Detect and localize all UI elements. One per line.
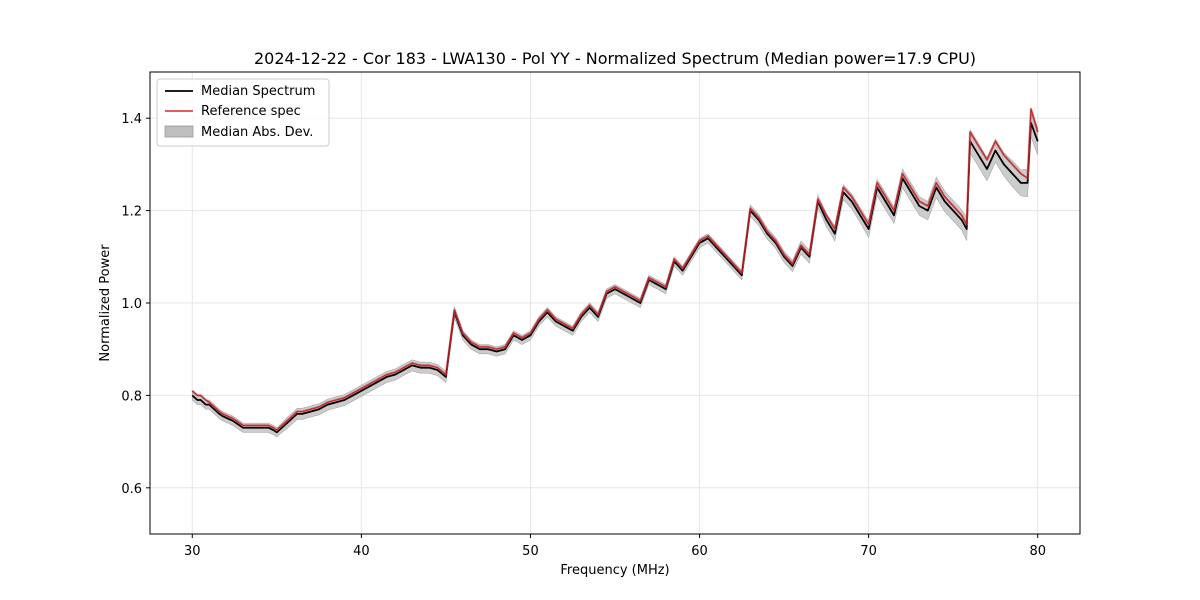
y-tick-label: 1.4	[121, 112, 142, 127]
axis-ticks: 30 40 50 60 70 80 0.6 0.8 1.0 1.2 1.4	[121, 112, 1046, 559]
x-tick-label: 40	[353, 544, 370, 559]
y-tick-label: 1.0	[121, 297, 142, 312]
legend: Median Spectrum Reference spec Median Ab…	[156, 78, 330, 147]
x-axis-label: Frequency (MHz)	[560, 563, 669, 578]
reference-line-layer	[191, 107, 1039, 432]
x-tick-label: 70	[860, 544, 877, 559]
mad-band-layer	[191, 108, 1039, 438]
x-tick-label: 50	[522, 544, 539, 559]
x-tick-label: 60	[691, 544, 708, 559]
mad-band	[191, 108, 1039, 438]
legend-label-reference: Reference spec	[201, 104, 301, 119]
legend-label-mad: Median Abs. Dev.	[201, 125, 313, 140]
y-tick-label: 0.8	[121, 389, 142, 404]
legend-box	[156, 78, 330, 147]
x-tick-label: 30	[184, 544, 201, 559]
chart-title: 2024-12-22 - Cor 183 - LWA130 - Pol YY -…	[254, 49, 976, 68]
x-tick-label: 80	[1029, 544, 1046, 559]
y-axis-label: Normalized Power	[98, 244, 113, 362]
y-tick-label: 0.6	[121, 482, 142, 497]
reference-spectrum-core	[191, 108, 1039, 431]
y-tick-label: 1.2	[121, 205, 142, 220]
legend-swatch-mad	[164, 125, 194, 138]
legend-label-median: Median Spectrum	[201, 84, 315, 99]
